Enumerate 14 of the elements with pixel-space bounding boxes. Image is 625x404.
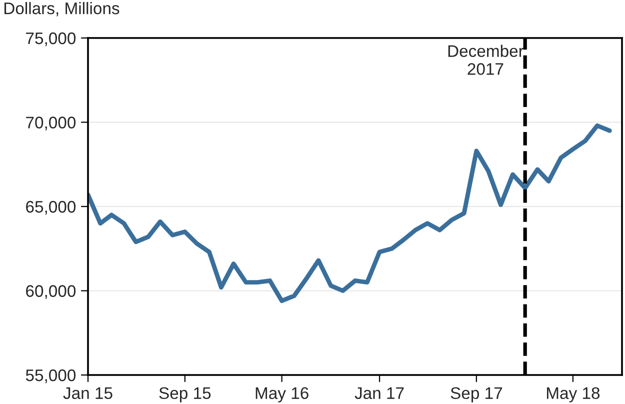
x-tick-label: May 18 [546, 387, 600, 402]
line-series [88, 123, 612, 304]
ref-line-label: December 2017 [448, 44, 524, 75]
y-tick-label: 60,000 [26, 285, 76, 299]
y-axis-title: Dollars, Millions [4, 2, 120, 16]
x-tick-label: May 16 [256, 387, 308, 402]
y-tick-label: 55,000 [26, 369, 76, 384]
x-tick-label: Sep 17 [450, 387, 502, 402]
y-tick-label: 75,000 [26, 32, 76, 46]
y-tick-label: 70,000 [26, 116, 76, 130]
x-tick-label: Sep 15 [159, 387, 211, 402]
x-tick-label: Jan 15 [63, 387, 112, 400]
y-tick-label: 65,000 [26, 200, 76, 215]
x-tick-label: Jan 17 [354, 387, 404, 400]
